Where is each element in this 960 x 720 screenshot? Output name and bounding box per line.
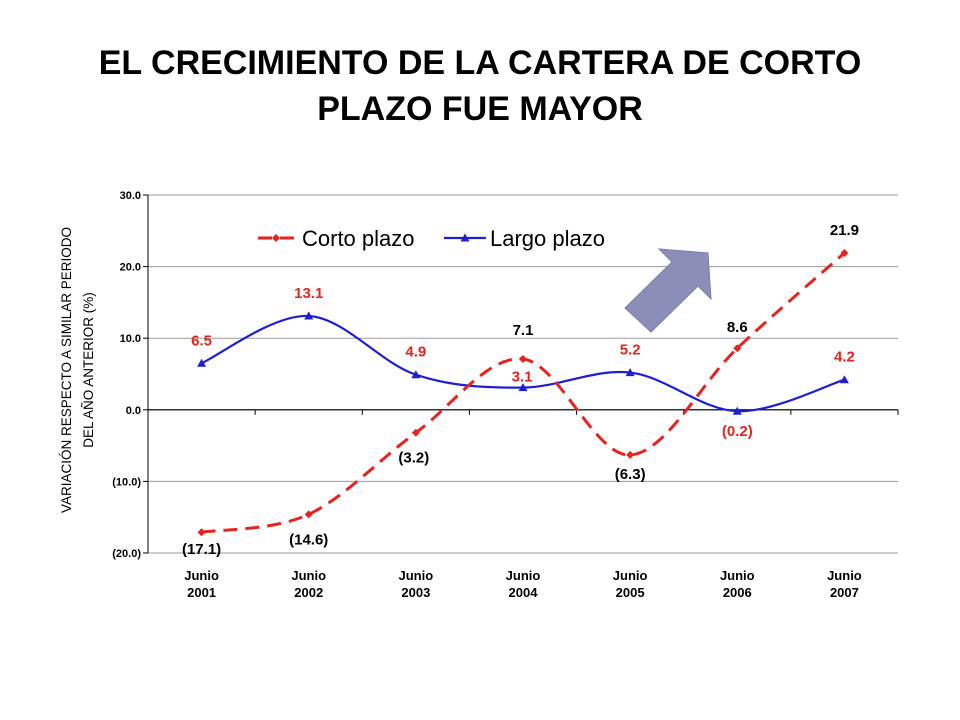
largo-plazo-point: [839, 375, 849, 384]
legend-marker-largo-plazo: [460, 233, 470, 242]
data-label: (3.2): [398, 450, 429, 467]
data-label: (17.1): [182, 541, 221, 558]
corto-plazo-point: [519, 354, 527, 363]
up-arrow-icon: [624, 248, 712, 333]
y-axis-label-line-2: DEL AÑO ANTERIOR (%): [81, 292, 96, 448]
x-tick-label: Junio 2003: [399, 568, 434, 600]
data-label: 5.2: [620, 342, 641, 359]
x-tick-label: Junio 2001: [184, 568, 219, 600]
largo-plazo-point: [197, 358, 207, 367]
title-line-1: EL CRECIMIENTO DE LA CARTERA DE CORTO: [98, 44, 862, 82]
data-label: (0.2): [722, 423, 753, 440]
y-tick-label: 30.0: [120, 190, 141, 202]
y-tick-label: 10.0: [120, 333, 141, 345]
x-tick-label: Junio 2007: [827, 568, 862, 600]
data-label: 6.5: [191, 332, 212, 349]
largo-plazo-point: [732, 406, 742, 415]
largo-plazo-point: [518, 383, 528, 392]
data-label: 8.6: [727, 319, 748, 336]
largo-plazo-point: [625, 368, 635, 377]
largo-plazo-point: [411, 370, 421, 379]
corto-plazo-point: [733, 344, 742, 353]
y-tick-label: 0.0: [126, 405, 141, 417]
legend-label-largo-plazo: Largo plazo: [490, 226, 605, 251]
data-label: (6.3): [615, 466, 646, 483]
x-tick-label: Junio 2002: [291, 568, 326, 600]
legend: Corto plazo Largo plazo: [258, 226, 605, 251]
data-label: (14.6): [289, 531, 328, 548]
y-tick-label: (10.0): [112, 476, 141, 488]
y-tick-label: (20.0): [112, 548, 141, 560]
data-label: 4.2: [834, 349, 855, 366]
y-tick-label: 20.0: [120, 262, 141, 274]
x-tick-label: Junio 2004: [506, 568, 541, 600]
data-label: 13.1: [294, 285, 323, 302]
legend-label-corto-plazo: Corto plazo: [302, 226, 415, 251]
legend-marker-corto-plazo: [272, 234, 280, 242]
data-label: 21.9: [830, 222, 859, 239]
series-line-corto-plazo: [201, 251, 846, 534]
x-tick-label: Junio 2006: [720, 568, 755, 600]
growth-arrow: [624, 248, 712, 333]
data-label: 3.1: [512, 369, 533, 386]
data-labels: (17.1) (14.6) (3.2) 7.1 (6.3) 8.6 21.9 6.5 13.1 4…: [182, 222, 859, 558]
corto-plazo-point: [304, 510, 313, 519]
x-tick-label: Junio 2005: [613, 568, 648, 600]
largo-plazo-point: [304, 311, 314, 320]
corto-plazo-point: [626, 450, 635, 459]
title-line-2: PLAZO FUE MAYOR: [317, 90, 643, 128]
series: [197, 248, 849, 537]
y-axis-label-line-1: VARIACIÓN RESPECTO A SIMILAR PERIODO: [59, 227, 74, 513]
data-label: 4.9: [405, 344, 426, 361]
page-title: EL CRECIMIENTO DE LA CARTERA DE CORTO PL…: [0, 40, 960, 132]
corto-plazo-point: [840, 248, 849, 257]
axes: 30.0 20.0 10.0 0.0 (10.0) (20.0) Junio 2001 Juni…: [112, 190, 899, 600]
data-label: 7.1: [513, 322, 534, 339]
corto-plazo-point: [411, 428, 420, 437]
corto-plazo-point: [197, 528, 206, 537]
